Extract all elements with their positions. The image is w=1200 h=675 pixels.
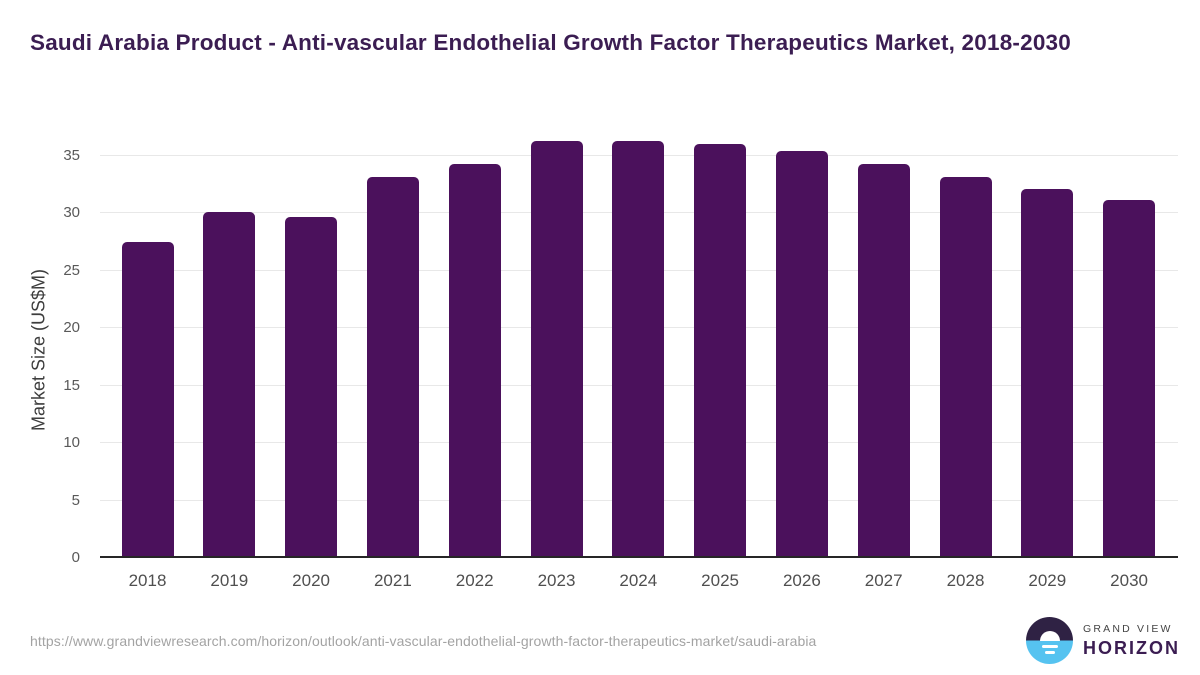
y-tick-label: 0 bbox=[71, 549, 80, 566]
x-tick-label: 2025 bbox=[701, 571, 739, 590]
y-tick-label: 5 bbox=[71, 491, 80, 509]
x-tick-label: 2029 bbox=[1028, 571, 1067, 590]
x-tick-label: 2026 bbox=[782, 571, 821, 590]
bar-2024 bbox=[612, 140, 665, 556]
bar-2018 bbox=[121, 242, 174, 556]
sun-reflection-bar bbox=[1041, 644, 1058, 648]
x-tick-label: 2021 bbox=[373, 571, 412, 590]
y-axis-ticks: 0 5 10 15 20 25 30 35 bbox=[0, 138, 90, 567]
y-tick-label: 10 bbox=[63, 434, 80, 451]
x-tick-label: 2024 bbox=[619, 571, 658, 590]
sunrise-circle-icon bbox=[1026, 617, 1073, 664]
bar-2022 bbox=[448, 163, 501, 556]
x-tick-label: 2030 bbox=[1110, 571, 1148, 590]
x-tick-label: 2028 bbox=[946, 571, 985, 590]
x-tick-label: 2027 bbox=[864, 571, 903, 590]
grand-view-horizon-logo: GRAND VIEW HORIZON bbox=[1026, 617, 1180, 664]
bar-2028 bbox=[939, 176, 992, 556]
x-tick-label: 2018 bbox=[128, 571, 167, 590]
x-axis-line bbox=[100, 556, 1178, 558]
y-tick-label: 35 bbox=[63, 146, 80, 164]
bar-2023 bbox=[530, 140, 583, 556]
bar-2026 bbox=[775, 151, 828, 556]
x-tick-label: 2022 bbox=[455, 571, 494, 590]
y-tick-label: 30 bbox=[63, 204, 80, 221]
logo-top-text: GRAND VIEW bbox=[1083, 622, 1173, 635]
bar-2029 bbox=[1021, 189, 1074, 556]
sun-reflection-bar bbox=[1044, 650, 1055, 654]
bar-2025 bbox=[694, 144, 747, 556]
x-tick-label: 2020 bbox=[292, 571, 330, 590]
bar-2020 bbox=[285, 216, 338, 556]
bar-2021 bbox=[366, 176, 419, 556]
bar-2030 bbox=[1103, 199, 1156, 556]
y-tick-label: 15 bbox=[63, 376, 80, 394]
y-tick-label: 20 bbox=[63, 319, 80, 336]
source-url: https://www.grandviewresearch.com/horizo… bbox=[30, 633, 817, 649]
plot-area: 2018 2019 2020 2021 2022 2023 2024 2025 2026 2027… bbox=[100, 138, 1178, 590]
y-tick-label: 25 bbox=[63, 261, 80, 279]
bar-2019 bbox=[203, 212, 256, 556]
x-tick-label: 2023 bbox=[537, 571, 576, 590]
sun-dome-shape bbox=[1039, 630, 1060, 641]
chart-title: Saudi Arabia Product - Anti-vascular End… bbox=[30, 30, 1071, 55]
bar-2027 bbox=[857, 163, 910, 556]
logo-bottom-text: HORIZON bbox=[1083, 637, 1180, 658]
logo-text-block: GRAND VIEW HORIZON bbox=[1083, 623, 1180, 659]
x-tick-label: 2019 bbox=[210, 571, 249, 590]
